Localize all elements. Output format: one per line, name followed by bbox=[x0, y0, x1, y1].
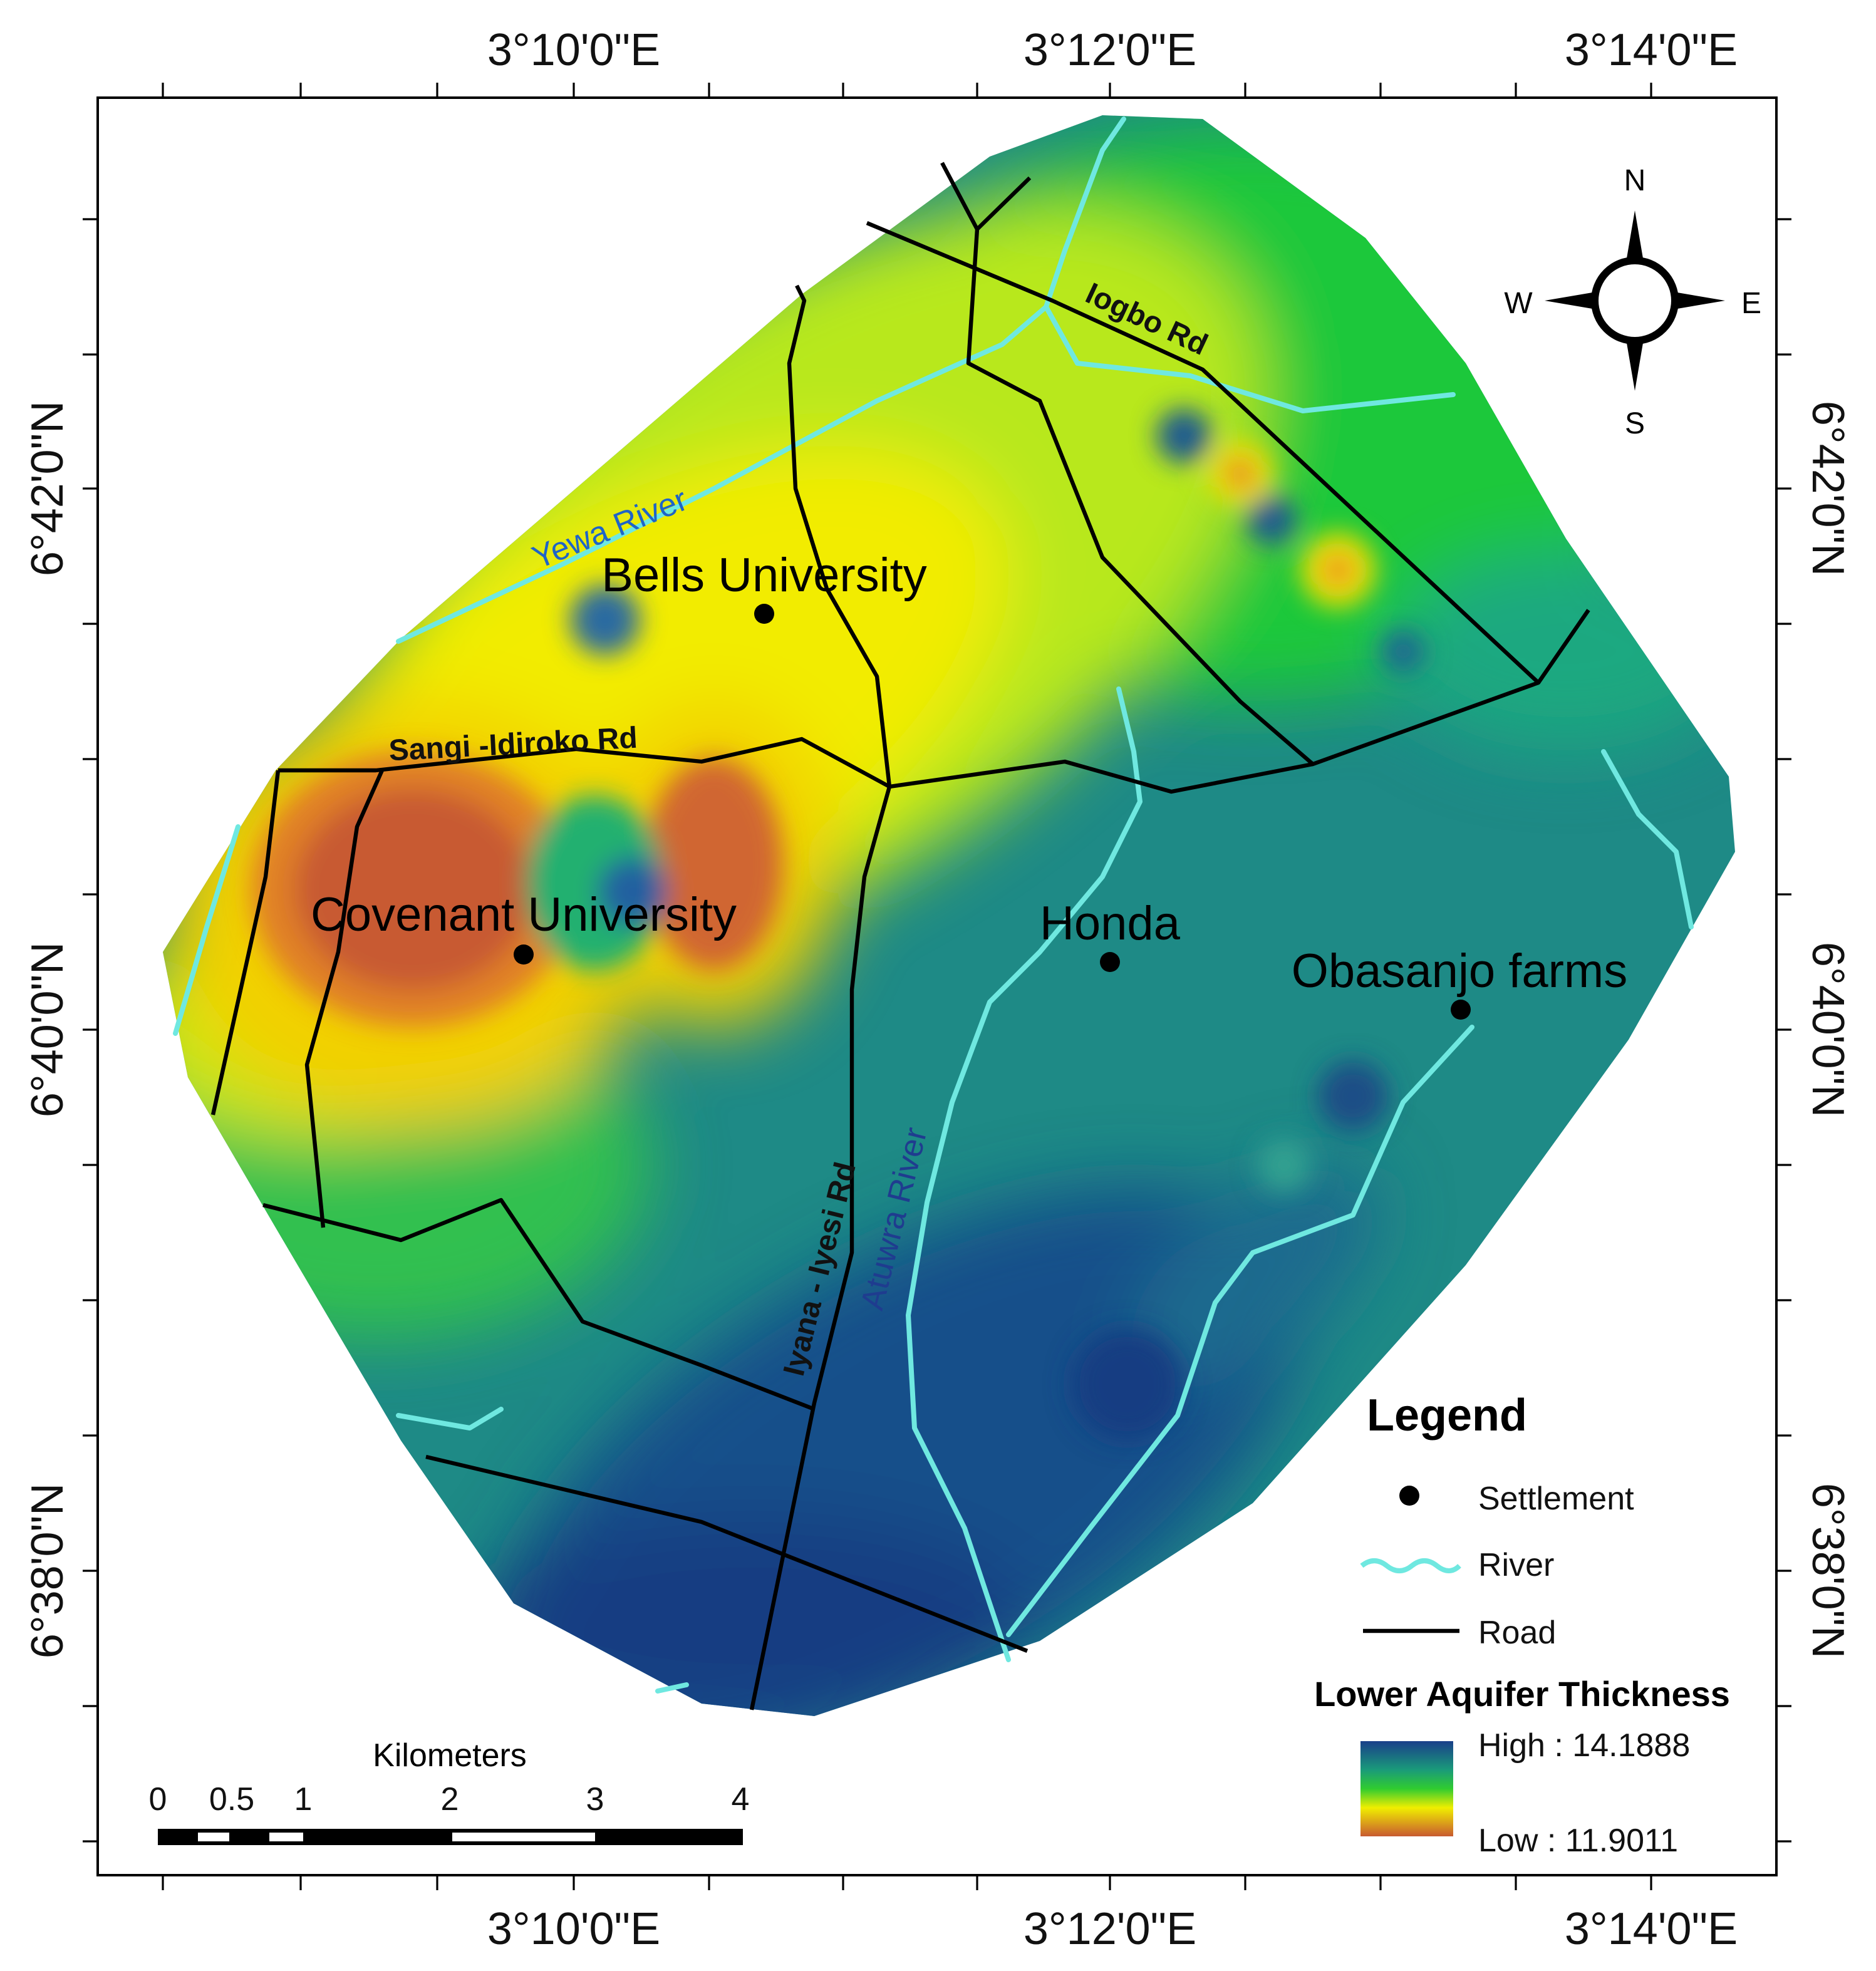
river bbox=[396, 1407, 504, 1430]
lon-label: 3°10'0"E bbox=[487, 1904, 660, 1954]
scale-bar: Kilometers 0 0.5 1 2 3 4 bbox=[149, 1737, 750, 1845]
scale-label: 4 bbox=[732, 1781, 750, 1818]
compass-s: S bbox=[1625, 407, 1645, 440]
legend-label: Settlement bbox=[1478, 1481, 1634, 1517]
compass-n: N bbox=[1624, 164, 1646, 197]
road bbox=[304, 769, 384, 1228]
compass-ring bbox=[1591, 257, 1679, 344]
lat-label: 6°42'0"N bbox=[23, 401, 73, 576]
map-frame bbox=[96, 96, 1778, 1876]
sangi-idiroko-road bbox=[278, 737, 1314, 794]
scale-segment bbox=[452, 1833, 595, 1841]
river bbox=[1006, 1025, 1474, 1637]
compass-arrow bbox=[1625, 210, 1645, 269]
lon-label: 3°14'0"E bbox=[1565, 25, 1738, 75]
scale-unit: Kilometers bbox=[373, 1737, 527, 1774]
legend-label: River bbox=[1478, 1547, 1554, 1583]
settlement bbox=[754, 604, 774, 624]
lat-label: 6°40'0"N bbox=[23, 942, 73, 1117]
compass-w: W bbox=[1504, 287, 1533, 320]
roads bbox=[210, 162, 1590, 1710]
lat-label: 6°42'0"N bbox=[1803, 401, 1853, 576]
compass-arrow bbox=[1666, 291, 1725, 311]
scale-segment bbox=[269, 1833, 303, 1841]
road bbox=[210, 770, 281, 1115]
graticule-ticks bbox=[83, 83, 1791, 1890]
legend-ramp-title: Lower Aquifer Thickness bbox=[1314, 1674, 1730, 1714]
scale-label: 2 bbox=[441, 1781, 459, 1818]
legend-low: Low : 11.9011 bbox=[1478, 1823, 1678, 1859]
legend-high: High : 14.1888 bbox=[1478, 1727, 1690, 1764]
atuwra-river bbox=[906, 686, 1143, 1662]
place-label: Covenant University bbox=[311, 888, 737, 941]
lat-label: 6°38'0"N bbox=[1803, 1483, 1853, 1658]
coordinate-labels: 3°10'0"E 3°12'0"E 3°14'0"E 3°10'0"E 3°12… bbox=[23, 25, 1853, 1954]
lon-label: 3°12'0"E bbox=[1024, 1904, 1196, 1954]
compass-e: E bbox=[1741, 287, 1761, 320]
yewa-river bbox=[396, 116, 1126, 644]
iyana-iyesi-road bbox=[749, 284, 892, 1710]
scale-segment bbox=[198, 1833, 229, 1841]
scale-label: 3 bbox=[586, 1781, 604, 1818]
river bbox=[1044, 304, 1456, 413]
river bbox=[1601, 749, 1694, 929]
settlement bbox=[514, 944, 534, 965]
scale-label: 1 bbox=[294, 1781, 313, 1818]
river bbox=[655, 1682, 689, 1694]
iogbo-road bbox=[866, 221, 1590, 685]
lon-label: 3°12'0"E bbox=[1024, 25, 1196, 75]
river bbox=[173, 824, 241, 1036]
raster-spots bbox=[251, 408, 1426, 1441]
lon-label: 3°10'0"E bbox=[487, 25, 660, 75]
road bbox=[425, 1454, 1029, 1653]
place-label: Honda bbox=[1040, 897, 1181, 950]
scale-bar-frame bbox=[158, 1829, 743, 1845]
settlement bbox=[1451, 1000, 1471, 1020]
color-ramp bbox=[1360, 1741, 1453, 1836]
legend-title: Legend bbox=[1367, 1390, 1527, 1441]
settlement bbox=[1100, 952, 1120, 972]
lat-label: 6°38'0"N bbox=[23, 1483, 73, 1658]
scale-label: 0 bbox=[149, 1781, 167, 1818]
place-label: Bells University bbox=[601, 549, 926, 602]
lat-label: 6°40'0"N bbox=[1803, 942, 1853, 1117]
scale-label: 0.5 bbox=[209, 1781, 254, 1818]
legend-settlement-symbol bbox=[1399, 1486, 1419, 1506]
compass: N E S W bbox=[1504, 164, 1761, 440]
rivers bbox=[173, 116, 1694, 1694]
compass-arrow bbox=[1625, 332, 1645, 391]
legend-label: Road bbox=[1478, 1615, 1556, 1651]
place-label: Obasanjo farms bbox=[1292, 944, 1627, 998]
compass-arrow bbox=[1545, 291, 1604, 311]
legend: Legend Settlement River Road Lower Aquif… bbox=[1314, 1390, 1730, 1859]
road bbox=[262, 1198, 816, 1411]
lon-label: 3°14'0"E bbox=[1565, 1904, 1738, 1954]
legend-river-symbol bbox=[1360, 1558, 1461, 1573]
